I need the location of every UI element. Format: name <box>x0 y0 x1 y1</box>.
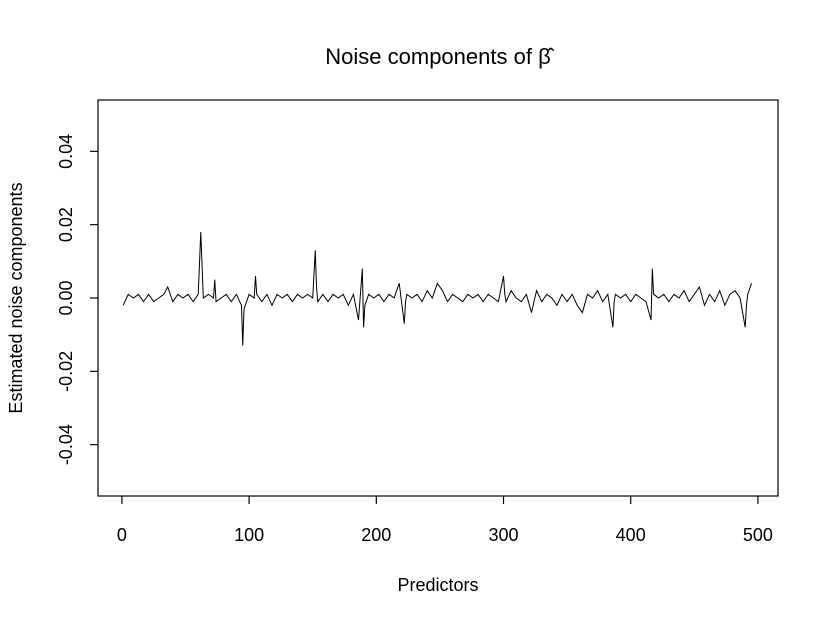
x-tick-label: 500 <box>743 525 773 545</box>
y-tick-label: 0.02 <box>56 207 76 242</box>
data-line <box>122 231 753 346</box>
plot-frame <box>97 99 779 497</box>
x-tick-label: 400 <box>616 525 646 545</box>
x-tick-label: 100 <box>234 525 264 545</box>
x-axis-label: Predictors <box>397 575 478 595</box>
y-axis-label: Estimated noise components <box>6 182 26 413</box>
chart-title: Noise components of β̂ <box>325 44 554 69</box>
x-tick-label: 300 <box>488 525 518 545</box>
y-tick-label: 0.04 <box>56 134 76 169</box>
x-tick-label: 0 <box>117 525 127 545</box>
x-tick-label: 200 <box>361 525 391 545</box>
y-tick-label: -0.02 <box>56 351 76 392</box>
y-tick-label: -0.04 <box>56 424 76 465</box>
y-tick-label: 0.00 <box>56 280 76 315</box>
